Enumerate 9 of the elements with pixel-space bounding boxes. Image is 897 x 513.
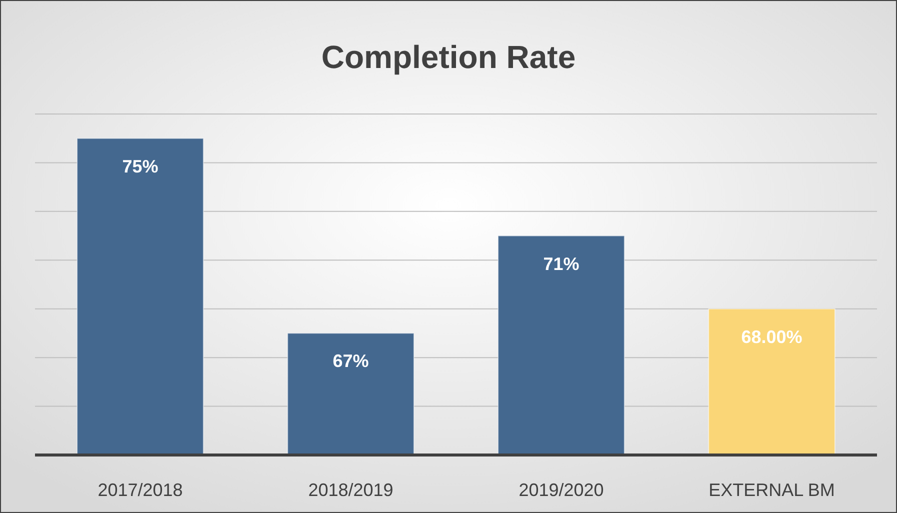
data-label: 67% bbox=[332, 351, 369, 372]
data-label: 75% bbox=[122, 156, 158, 176]
x-tick-label: 2019/2020 bbox=[518, 480, 604, 500]
x-tick-label: EXTERNAL BM bbox=[708, 480, 835, 500]
x-tick-label: 2017/2018 bbox=[98, 480, 183, 500]
chart-title: Completion Rate bbox=[321, 39, 576, 75]
x-tick-label: 2018/2019 bbox=[308, 480, 394, 500]
data-label: 71% bbox=[543, 254, 580, 274]
data-label: 68.00% bbox=[741, 326, 802, 347]
